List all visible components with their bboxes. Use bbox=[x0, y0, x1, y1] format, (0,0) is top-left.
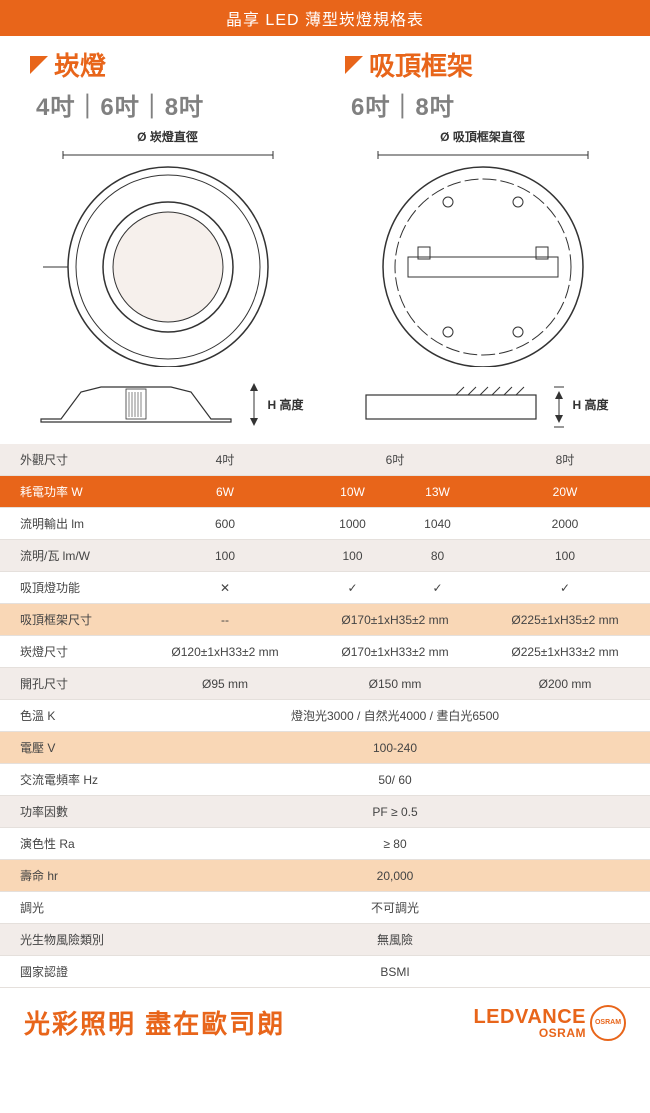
cell-label: 耗電功率 W bbox=[0, 476, 140, 508]
cell-value: 燈泡光3000 / 自然光4000 / 晝白光6500 bbox=[140, 700, 650, 732]
frame-side-diagram: H 高度 bbox=[345, 377, 620, 432]
cell-label: 壽命 hr bbox=[0, 860, 140, 892]
cell-value: ✓ bbox=[310, 572, 395, 604]
cell-value: 20,000 bbox=[140, 860, 650, 892]
cell-value: 100 bbox=[310, 540, 395, 572]
row-certification: 國家認證 BSMI bbox=[0, 956, 650, 988]
cell-value: 無風險 bbox=[140, 924, 650, 956]
cell-value: ✕ bbox=[140, 572, 310, 604]
row-lifespan: 壽命 hr 20,000 bbox=[0, 860, 650, 892]
frame-top-diagram bbox=[345, 147, 620, 367]
cell-value: 100-240 bbox=[140, 732, 650, 764]
cell-value: 1000 bbox=[310, 508, 395, 540]
cell-value: Ø150 mm bbox=[310, 668, 480, 700]
cell-value: ≥ 80 bbox=[140, 828, 650, 860]
diagrams-section: 崁燈 4吋｜6吋｜8吋 Ø 崁燈直徑 bbox=[0, 36, 650, 432]
spec-table: 外觀尺寸 4吋 6吋 8吋 耗電功率 W 6W 10W 13W 20W 流明輸出… bbox=[0, 444, 650, 988]
downlight-diameter-label: Ø 崁燈直徑 bbox=[30, 128, 305, 145]
cell-value: 100 bbox=[140, 540, 310, 572]
row-power-factor: 功率因數 PF ≥ 0.5 bbox=[0, 796, 650, 828]
cell-value: 6W bbox=[140, 476, 310, 508]
row-frequency: 交流電頻率 Hz 50/ 60 bbox=[0, 764, 650, 796]
footer-slogan: 光彩照明 盡在歐司朗 bbox=[24, 1004, 285, 1041]
frame-title: 吸頂框架 bbox=[369, 46, 473, 83]
cell-value: BSMI bbox=[140, 956, 650, 988]
cell-label: 調光 bbox=[0, 892, 140, 924]
cell-label: 吸頂框架尺寸 bbox=[0, 604, 140, 636]
cell-value: PF ≥ 0.5 bbox=[140, 796, 650, 828]
cell-value: 8吋 bbox=[480, 444, 650, 476]
cell-value: Ø200 mm bbox=[480, 668, 650, 700]
row-lumen: 流明輸出 lm 600 1000 1040 2000 bbox=[0, 508, 650, 540]
cell-value: Ø225±1xH33±2 mm bbox=[480, 636, 650, 668]
row-cutout: 開孔尺寸 Ø95 mm Ø150 mm Ø200 mm bbox=[0, 668, 650, 700]
cell-value: -- bbox=[140, 604, 310, 636]
row-dimensions: 外觀尺寸 4吋 6吋 8吋 bbox=[0, 444, 650, 476]
row-lamp-size: 崁燈尺寸 Ø120±1xH33±2 mm Ø170±1xH33±2 mm Ø22… bbox=[0, 636, 650, 668]
height-arrow-icon bbox=[247, 377, 261, 432]
cell-value: 6吋 bbox=[310, 444, 480, 476]
triangle-icon bbox=[345, 56, 363, 74]
cell-value: 20W bbox=[480, 476, 650, 508]
frame-column: 吸頂框架 6吋｜8吋 Ø 吸頂框架直徑 bbox=[345, 46, 620, 432]
cell-label: 吸頂燈功能 bbox=[0, 572, 140, 604]
cell-value: Ø170±1xH35±2 mm bbox=[310, 604, 480, 636]
downlight-top-diagram bbox=[30, 147, 305, 367]
cell-label: 光生物風險類別 bbox=[0, 924, 140, 956]
cell-value: 80 bbox=[395, 540, 480, 572]
cell-value: 10W bbox=[310, 476, 395, 508]
cell-label: 國家認證 bbox=[0, 956, 140, 988]
downlight-title: 崁燈 bbox=[54, 46, 106, 83]
cell-label: 崁燈尺寸 bbox=[0, 636, 140, 668]
footer: 光彩照明 盡在歐司朗 LEDVANCE OSRAM OSRAM bbox=[0, 988, 650, 1061]
row-cri: 演色性 Ra ≥ 80 bbox=[0, 828, 650, 860]
frame-diameter-label: Ø 吸頂框架直徑 bbox=[345, 128, 620, 145]
row-power: 耗電功率 W 6W 10W 13W 20W bbox=[0, 476, 650, 508]
page-title-banner: 晶享 LED 薄型崁燈規格表 bbox=[0, 0, 650, 36]
spec-sheet: 晶享 LED 薄型崁燈規格表 崁燈 4吋｜6吋｜8吋 Ø 崁燈直徑 bbox=[0, 0, 650, 1061]
cell-value: 600 bbox=[140, 508, 310, 540]
brand-name: LEDVANCE bbox=[473, 1007, 586, 1027]
height-arrow-icon bbox=[552, 377, 566, 432]
cell-label: 流明輸出 lm bbox=[0, 508, 140, 540]
cell-value: Ø170±1xH33±2 mm bbox=[310, 636, 480, 668]
cell-label: 電壓 V bbox=[0, 732, 140, 764]
cell-label: 外觀尺寸 bbox=[0, 444, 140, 476]
cell-value: Ø95 mm bbox=[140, 668, 310, 700]
brand-circle-icon: OSRAM bbox=[590, 1005, 626, 1041]
downlight-height-label: H 高度 bbox=[267, 396, 303, 413]
triangle-icon bbox=[30, 56, 48, 74]
row-cct: 色溫 K 燈泡光3000 / 自然光4000 / 晝白光6500 bbox=[0, 700, 650, 732]
row-ceiling-function: 吸頂燈功能 ✕ ✓ ✓ ✓ bbox=[0, 572, 650, 604]
downlight-sizes: 4吋｜6吋｜8吋 bbox=[36, 87, 305, 122]
cell-value: 2000 bbox=[480, 508, 650, 540]
downlight-side-diagram: H 高度 bbox=[30, 377, 305, 432]
brand-logo: LEDVANCE OSRAM OSRAM bbox=[473, 1005, 626, 1041]
cell-label: 色溫 K bbox=[0, 700, 140, 732]
cell-value: 50/ 60 bbox=[140, 764, 650, 796]
cell-value: ✓ bbox=[395, 572, 480, 604]
cell-value: 13W bbox=[395, 476, 480, 508]
frame-height-label: H 高度 bbox=[572, 396, 608, 413]
cell-value: Ø225±1xH35±2 mm bbox=[480, 604, 650, 636]
row-frame-size: 吸頂框架尺寸 -- Ø170±1xH35±2 mm Ø225±1xH35±2 m… bbox=[0, 604, 650, 636]
cell-value: Ø120±1xH33±2 mm bbox=[140, 636, 310, 668]
cell-label: 流明/瓦 lm/W bbox=[0, 540, 140, 572]
frame-sizes: 6吋｜8吋 bbox=[351, 87, 620, 122]
row-efficacy: 流明/瓦 lm/W 100 100 80 100 bbox=[0, 540, 650, 572]
cell-label: 功率因數 bbox=[0, 796, 140, 828]
row-photobio: 光生物風險類別 無風險 bbox=[0, 924, 650, 956]
row-voltage: 電壓 V 100-240 bbox=[0, 732, 650, 764]
cell-label: 演色性 Ra bbox=[0, 828, 140, 860]
cell-value: ✓ bbox=[480, 572, 650, 604]
cell-label: 交流電頻率 Hz bbox=[0, 764, 140, 796]
brand-subname: OSRAM bbox=[539, 1027, 586, 1039]
downlight-column: 崁燈 4吋｜6吋｜8吋 Ø 崁燈直徑 bbox=[30, 46, 305, 432]
row-dimming: 調光 不可調光 bbox=[0, 892, 650, 924]
cell-value: 100 bbox=[480, 540, 650, 572]
cell-value: 1040 bbox=[395, 508, 480, 540]
cell-label: 開孔尺寸 bbox=[0, 668, 140, 700]
cell-value: 不可調光 bbox=[140, 892, 650, 924]
cell-value: 4吋 bbox=[140, 444, 310, 476]
